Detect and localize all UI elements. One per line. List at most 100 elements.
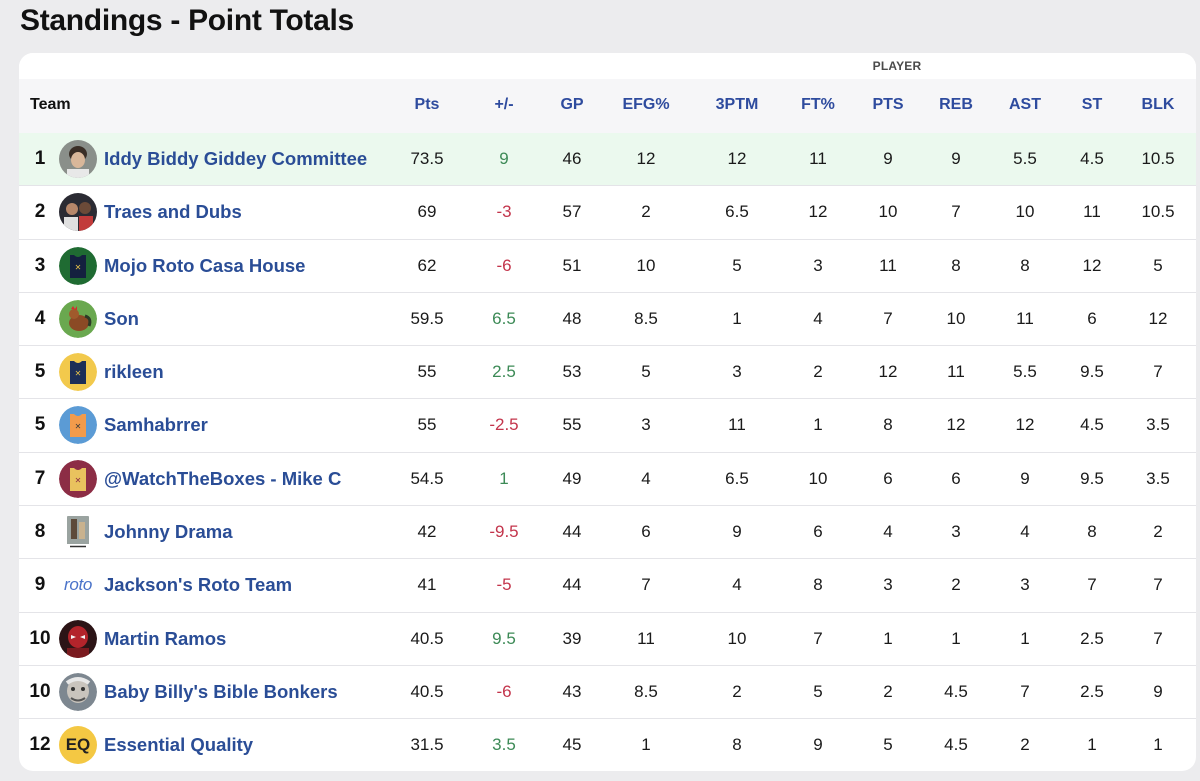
header-efg[interactable]: EFG% bbox=[622, 96, 670, 113]
stat-3ptm: 6.5 bbox=[725, 202, 749, 222]
stat-reb: 4.5 bbox=[944, 681, 968, 701]
stat-3ptm: 2 bbox=[732, 681, 742, 701]
stat-st: 4.5 bbox=[1080, 149, 1104, 168]
stat-pts: 40.5 bbox=[410, 681, 444, 701]
team-name-link[interactable]: Iddy Biddy Giddey Committee bbox=[104, 148, 368, 169]
stat-gp: 44 bbox=[562, 522, 582, 542]
team-name-link[interactable]: Martin Ramos bbox=[104, 627, 227, 649]
photo-portrait-icon[interactable] bbox=[59, 140, 97, 178]
header-gp[interactable]: GP bbox=[560, 96, 584, 113]
stat-st: 4.5 bbox=[1080, 415, 1104, 435]
stat-ft: 4 bbox=[813, 308, 823, 328]
stat-reb: 11 bbox=[947, 362, 965, 382]
team-name-link[interactable]: Samhabrrer bbox=[104, 414, 208, 436]
stat-blk: 10.5 bbox=[1141, 202, 1175, 222]
table-row: 4 Son 59.5 6.5 48 8.5 1 4 7 10 11 6 12 bbox=[19, 293, 1196, 347]
photo-group-icon[interactable] bbox=[59, 193, 97, 232]
jersey-green-icon[interactable]: ✕ bbox=[59, 246, 97, 285]
team-name-link[interactable]: rikleen bbox=[104, 361, 164, 383]
table-row: 5 ✕ rikleen 55 2.5 53 5 3 2 12 11 5.5 9.5 7 bbox=[19, 346, 1196, 400]
stat-gp: 53 bbox=[562, 362, 582, 382]
team-name-link[interactable]: Johnny Drama bbox=[104, 521, 233, 543]
stat-ft: 9 bbox=[813, 735, 823, 755]
stat-blk: 5 bbox=[1153, 255, 1163, 275]
stat-st: 6 bbox=[1087, 308, 1097, 328]
svg-text:✕: ✕ bbox=[75, 263, 82, 272]
stat-blk: 2 bbox=[1153, 522, 1163, 542]
team-name-link[interactable]: @WatchTheBoxes - Mike C bbox=[104, 467, 342, 489]
page-title: Standings - Point Totals bbox=[20, 4, 354, 37]
stat-blk: 3.5 bbox=[1146, 468, 1170, 488]
team-name-link[interactable]: Traes and Dubs bbox=[104, 201, 242, 223]
header-ast[interactable]: AST bbox=[1009, 96, 1041, 113]
stat-ast: 5.5 bbox=[1013, 149, 1037, 168]
stat-player-pts: 12 bbox=[878, 362, 898, 382]
stat-st: 9.5 bbox=[1080, 362, 1104, 382]
stat-3ptm: 12 bbox=[727, 149, 747, 168]
rooster-icon[interactable] bbox=[59, 299, 97, 338]
stat-reb: 12 bbox=[946, 415, 966, 435]
victory-poster-icon[interactable] bbox=[59, 513, 97, 552]
stat-st: 8 bbox=[1087, 522, 1097, 542]
stat-ft: 3 bbox=[813, 255, 823, 275]
jersey-navy-icon[interactable]: ✕ bbox=[59, 353, 97, 392]
team-name-link[interactable]: Baby Billy's Bible Bonkers bbox=[104, 680, 338, 702]
stat-gp: 39 bbox=[562, 628, 582, 648]
jersey-orange-icon[interactable]: ✕ bbox=[59, 406, 97, 445]
header-reb[interactable]: REB bbox=[939, 96, 973, 113]
stat-3ptm: 10 bbox=[727, 628, 747, 648]
stat-pts: 59.5 bbox=[410, 308, 444, 328]
stat-player-pts: 11 bbox=[879, 255, 897, 275]
stat-3ptm: 5 bbox=[732, 255, 742, 275]
header-st[interactable]: ST bbox=[1081, 96, 1103, 113]
stat-plus-minus: 2.5 bbox=[492, 362, 516, 382]
stat-st: 9.5 bbox=[1080, 468, 1104, 488]
stat-blk: 9 bbox=[1153, 681, 1163, 701]
team-name-link[interactable]: Mojo Roto Casa House bbox=[104, 254, 306, 276]
stat-plus-minus: -6 bbox=[496, 681, 512, 701]
photo-face-icon[interactable] bbox=[59, 672, 97, 711]
header-player-pts[interactable]: PTS bbox=[872, 96, 904, 113]
stat-pts: 62 bbox=[417, 255, 437, 275]
stat-efg: 11 bbox=[637, 628, 655, 648]
header-team[interactable]: Team bbox=[30, 96, 71, 113]
stat-reb: 3 bbox=[951, 522, 961, 542]
team-name-link[interactable]: Son bbox=[104, 307, 139, 329]
stat-ast: 4 bbox=[1020, 522, 1030, 542]
stat-plus-minus: 1 bbox=[499, 468, 509, 488]
team-name-link[interactable]: Jackson's Roto Team bbox=[104, 574, 293, 596]
stat-blk: 7 bbox=[1153, 575, 1163, 595]
eq-logo-icon[interactable]: EQ bbox=[59, 726, 97, 765]
svg-text:✕: ✕ bbox=[75, 422, 82, 431]
stat-player-pts: 3 bbox=[883, 575, 893, 595]
header-pts[interactable]: Pts bbox=[414, 96, 440, 113]
stat-ft: 10 bbox=[808, 468, 828, 488]
stat-st: 11 bbox=[1083, 202, 1101, 222]
stat-player-pts: 5 bbox=[883, 735, 893, 755]
team-name-link[interactable]: Essential Quality bbox=[104, 734, 254, 756]
stat-pts: 69 bbox=[417, 202, 437, 222]
stat-gp: 45 bbox=[562, 735, 582, 755]
stat-plus-minus: -9.5 bbox=[489, 522, 519, 542]
table-header: Team Pts +/- GP EFG% 3PTM FT% PTS REB AS… bbox=[19, 79, 1196, 133]
header-blk[interactable]: BLK bbox=[1141, 96, 1175, 113]
rank: 5 bbox=[34, 414, 46, 436]
stat-reb: 2 bbox=[951, 575, 961, 595]
red-hero-icon[interactable] bbox=[59, 619, 97, 658]
stat-blk: 3.5 bbox=[1146, 415, 1170, 435]
rank: 3 bbox=[34, 254, 46, 276]
stat-3ptm: 11 bbox=[728, 415, 746, 435]
stat-ast: 8 bbox=[1020, 255, 1030, 275]
stat-pts: 54.5 bbox=[410, 468, 444, 488]
roto-logo-icon[interactable]: roto bbox=[59, 566, 97, 604]
stat-st: 7 bbox=[1087, 575, 1097, 595]
stat-plus-minus: 3.5 bbox=[492, 735, 516, 755]
header-ft[interactable]: FT% bbox=[801, 96, 835, 113]
header-3ptm[interactable]: 3PTM bbox=[715, 96, 759, 113]
stat-st: 1 bbox=[1087, 735, 1097, 755]
header-plus-minus[interactable]: +/- bbox=[494, 96, 514, 113]
stat-player-pts: 2 bbox=[883, 681, 893, 701]
jersey-maroon-icon[interactable]: ✕ bbox=[59, 459, 97, 498]
stat-efg: 10 bbox=[636, 255, 656, 275]
table-body: 1 Iddy Biddy Giddey Committee 73.5 9 46 12 12 1… bbox=[19, 133, 1196, 771]
